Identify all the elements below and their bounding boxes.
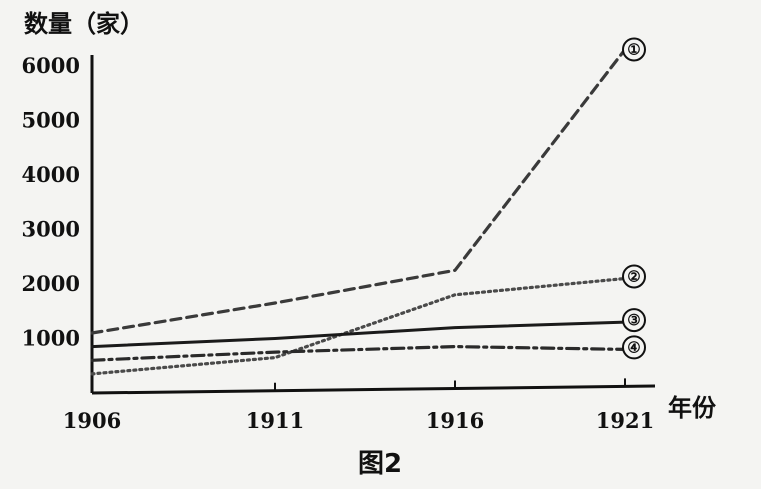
series-label-circle [622, 264, 646, 289]
series-label: ① [627, 40, 640, 58]
series-label-circle [622, 308, 646, 333]
y-tick-label: 1000 [22, 325, 80, 350]
y-tick-labels: 1000 2000 3000 4000 5000 6000 [22, 53, 80, 351]
series-label: ② [627, 267, 640, 285]
axes [90, 55, 656, 395]
x-axis-title: 年份 [668, 394, 717, 422]
series-line-3 [90, 320, 627, 349]
series-line-2 [90, 276, 627, 376]
y-tick-label: 5000 [22, 107, 80, 132]
series-label-circle [622, 335, 646, 360]
x-tick-label: 1921 [596, 408, 654, 433]
x-tick-label: 1911 [246, 408, 304, 433]
y-tick-label: 2000 [22, 271, 80, 296]
series-line-1 [90, 47, 627, 335]
x-tick-label: 1916 [426, 408, 484, 433]
series-label: ③ [627, 311, 640, 329]
y-tick-label: 3000 [22, 216, 80, 241]
x-tick-labels: 1906 1911 1916 1921 [63, 378, 654, 433]
figure-caption: 图2 [358, 449, 402, 479]
series-label: ④ [627, 338, 640, 356]
series-labels: ① ② ③ ④ [622, 37, 646, 360]
x-axis [91, 384, 656, 395]
series-lines [90, 47, 627, 376]
y-tick-label: 6000 [22, 53, 80, 78]
series-label-circle [622, 37, 646, 62]
series-line-4 [90, 345, 627, 362]
x-tick-label: 1906 [63, 408, 121, 433]
y-tick-label: 4000 [22, 162, 80, 187]
y-axis-title: 数量（家） [24, 10, 144, 38]
